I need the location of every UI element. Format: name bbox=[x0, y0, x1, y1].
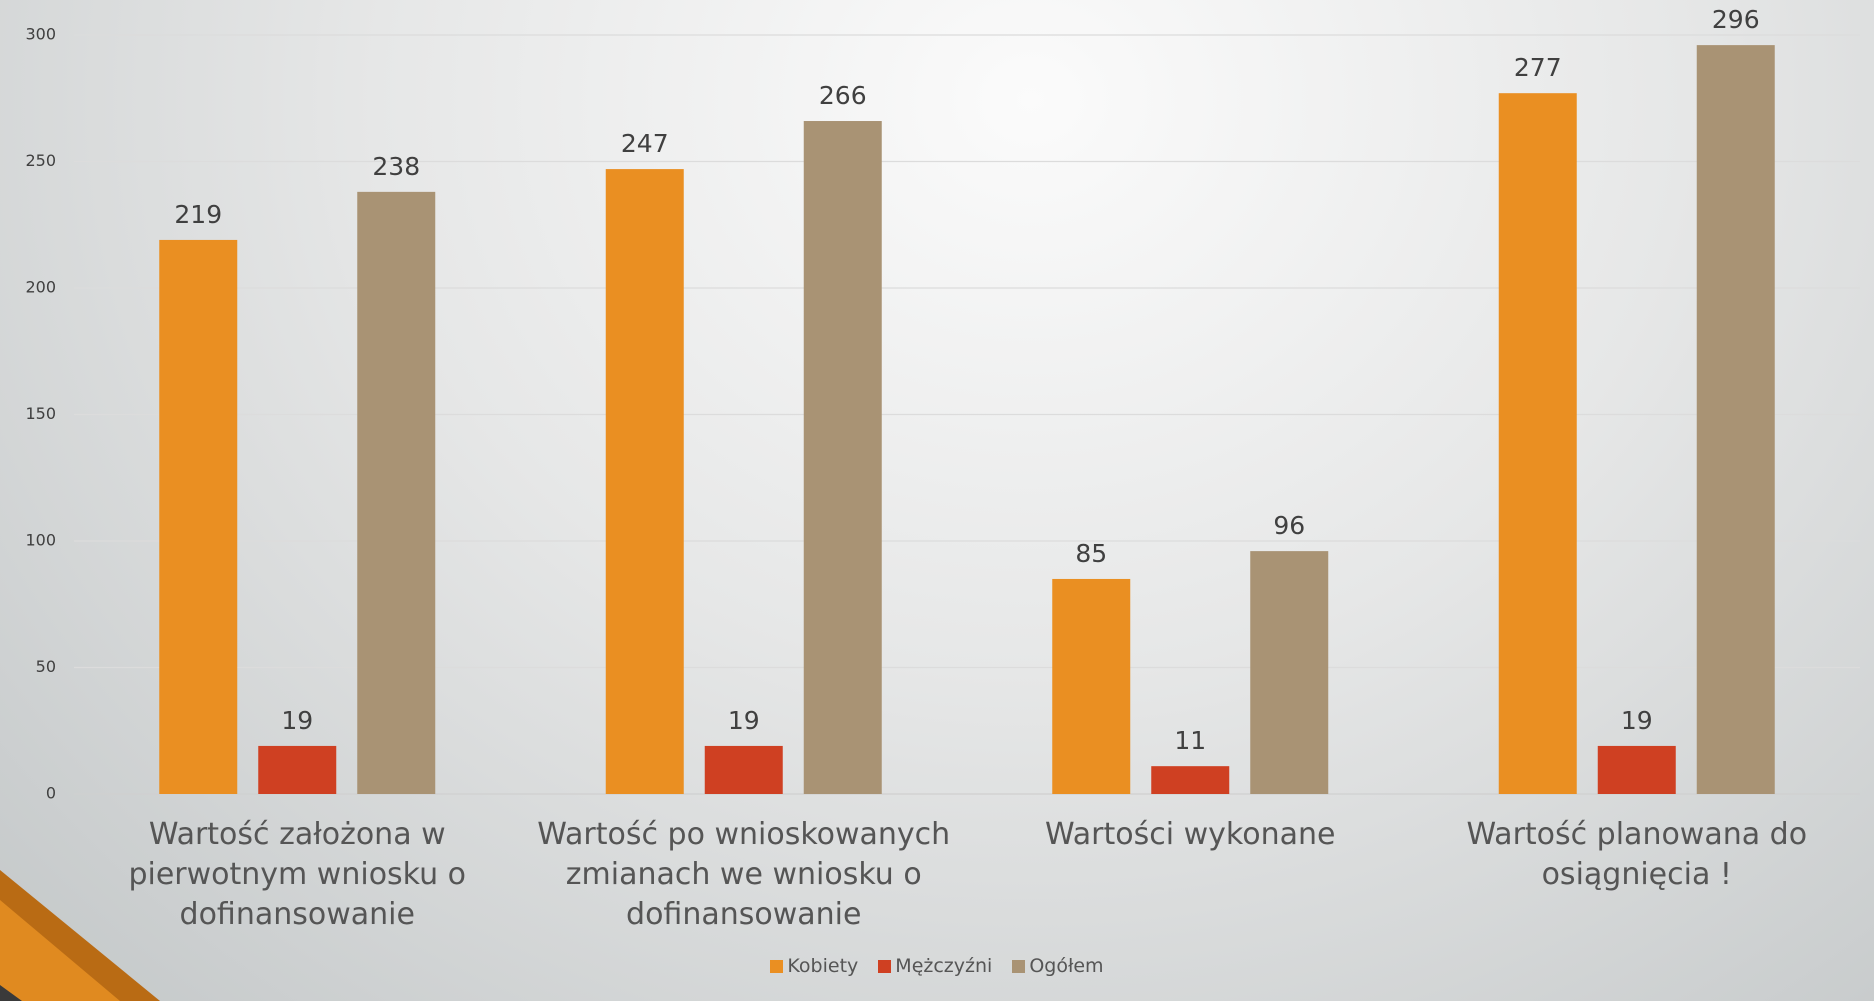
y-tick-label: 200 bbox=[25, 278, 56, 297]
value-label: 238 bbox=[372, 152, 420, 181]
y-tick-label: 0 bbox=[46, 784, 56, 803]
bar bbox=[159, 239, 238, 794]
value-label: 247 bbox=[621, 129, 669, 158]
bar bbox=[704, 745, 783, 794]
legend-label: Kobiety bbox=[787, 955, 859, 977]
bar bbox=[1151, 766, 1230, 794]
value-label: 219 bbox=[174, 200, 222, 229]
y-tick-label: 250 bbox=[25, 151, 56, 170]
legend-swatch bbox=[1012, 959, 1026, 973]
y-tick-label: 50 bbox=[36, 657, 56, 676]
decoration bbox=[0, 985, 22, 1001]
legend-item: Mężczyźni bbox=[878, 955, 992, 977]
bar bbox=[357, 191, 436, 795]
value-label: 19 bbox=[1621, 706, 1653, 735]
bar bbox=[258, 745, 337, 794]
value-label: 19 bbox=[281, 706, 313, 735]
bar bbox=[1597, 745, 1676, 794]
bar bbox=[1696, 45, 1775, 795]
y-tick-label: 100 bbox=[25, 531, 56, 550]
legend-item: Ogółem bbox=[1012, 955, 1104, 977]
x-tick-label: Wartości wykonane bbox=[1045, 817, 1336, 852]
legend-swatch bbox=[770, 959, 784, 973]
decoration bbox=[0, 900, 120, 1001]
bar bbox=[1498, 93, 1577, 794]
bar bbox=[605, 169, 684, 795]
bar bbox=[1250, 551, 1329, 794]
value-label: 296 bbox=[1712, 5, 1760, 34]
legend-label: Ogółem bbox=[1029, 955, 1104, 977]
legend-swatch bbox=[878, 959, 892, 973]
bar bbox=[803, 121, 882, 794]
x-tick-label: Wartość założona w pierwotnym wniosku o … bbox=[128, 817, 467, 932]
value-label: 11 bbox=[1174, 726, 1206, 755]
y-tick-label: 300 bbox=[25, 25, 56, 44]
legend: Kobiety Mężczyźni Ogółem bbox=[0, 955, 1874, 977]
value-label: 277 bbox=[1514, 53, 1562, 82]
value-label: 85 bbox=[1075, 539, 1107, 568]
x-tick-label: Wartość po wnioskowanych zmianach we wni… bbox=[537, 817, 951, 932]
x-tick-label: Wartość planowana do osiągnięcia ! bbox=[1466, 817, 1808, 892]
y-tick-label: 150 bbox=[25, 404, 56, 423]
value-label: 96 bbox=[1273, 511, 1305, 540]
legend-label: Mężczyźni bbox=[895, 955, 993, 977]
bar bbox=[1052, 578, 1131, 794]
value-label: 266 bbox=[819, 81, 867, 110]
legend-item: Kobiety bbox=[770, 955, 858, 977]
value-label: 19 bbox=[728, 706, 760, 735]
